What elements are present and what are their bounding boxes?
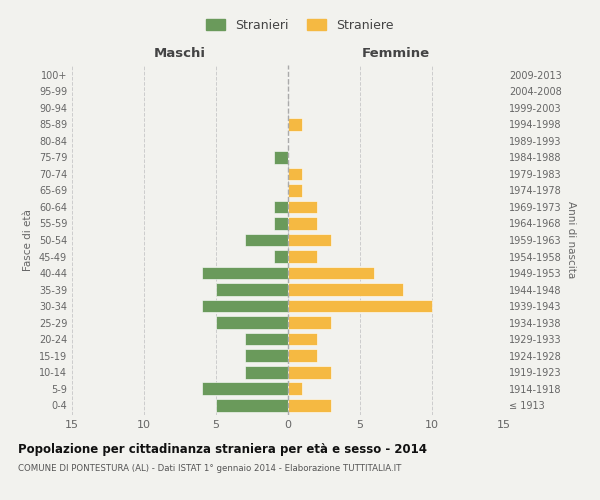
Bar xyxy=(245,349,288,362)
Y-axis label: Fasce di età: Fasce di età xyxy=(23,209,33,271)
Bar xyxy=(288,118,302,131)
Bar xyxy=(245,332,288,345)
Bar xyxy=(288,250,317,263)
Bar xyxy=(288,168,302,180)
Text: Femmine: Femmine xyxy=(362,47,430,60)
Bar xyxy=(202,382,288,395)
Bar xyxy=(288,316,331,329)
Bar xyxy=(288,382,302,395)
Bar xyxy=(216,398,288,411)
Text: Popolazione per cittadinanza straniera per età e sesso - 2014: Popolazione per cittadinanza straniera p… xyxy=(18,442,427,456)
Bar xyxy=(288,332,317,345)
Bar xyxy=(274,250,288,263)
Text: Maschi: Maschi xyxy=(154,47,206,60)
Bar xyxy=(288,184,302,197)
Bar xyxy=(288,200,317,213)
Bar xyxy=(288,234,331,246)
Y-axis label: Anni di nascita: Anni di nascita xyxy=(566,202,575,278)
Bar xyxy=(245,366,288,378)
Bar xyxy=(274,151,288,164)
Bar xyxy=(288,398,331,411)
Bar xyxy=(288,283,403,296)
Bar xyxy=(288,300,432,312)
Bar xyxy=(288,349,317,362)
Bar xyxy=(274,217,288,230)
Bar xyxy=(288,266,374,280)
Bar xyxy=(288,366,331,378)
Bar xyxy=(245,234,288,246)
Bar xyxy=(288,217,317,230)
Bar xyxy=(216,316,288,329)
Text: COMUNE DI PONTESTURA (AL) - Dati ISTAT 1° gennaio 2014 - Elaborazione TUTTITALIA: COMUNE DI PONTESTURA (AL) - Dati ISTAT 1… xyxy=(18,464,401,473)
Legend: Stranieri, Straniere: Stranieri, Straniere xyxy=(202,14,398,37)
Bar xyxy=(216,283,288,296)
Bar xyxy=(202,300,288,312)
Bar xyxy=(274,200,288,213)
Bar xyxy=(202,266,288,280)
